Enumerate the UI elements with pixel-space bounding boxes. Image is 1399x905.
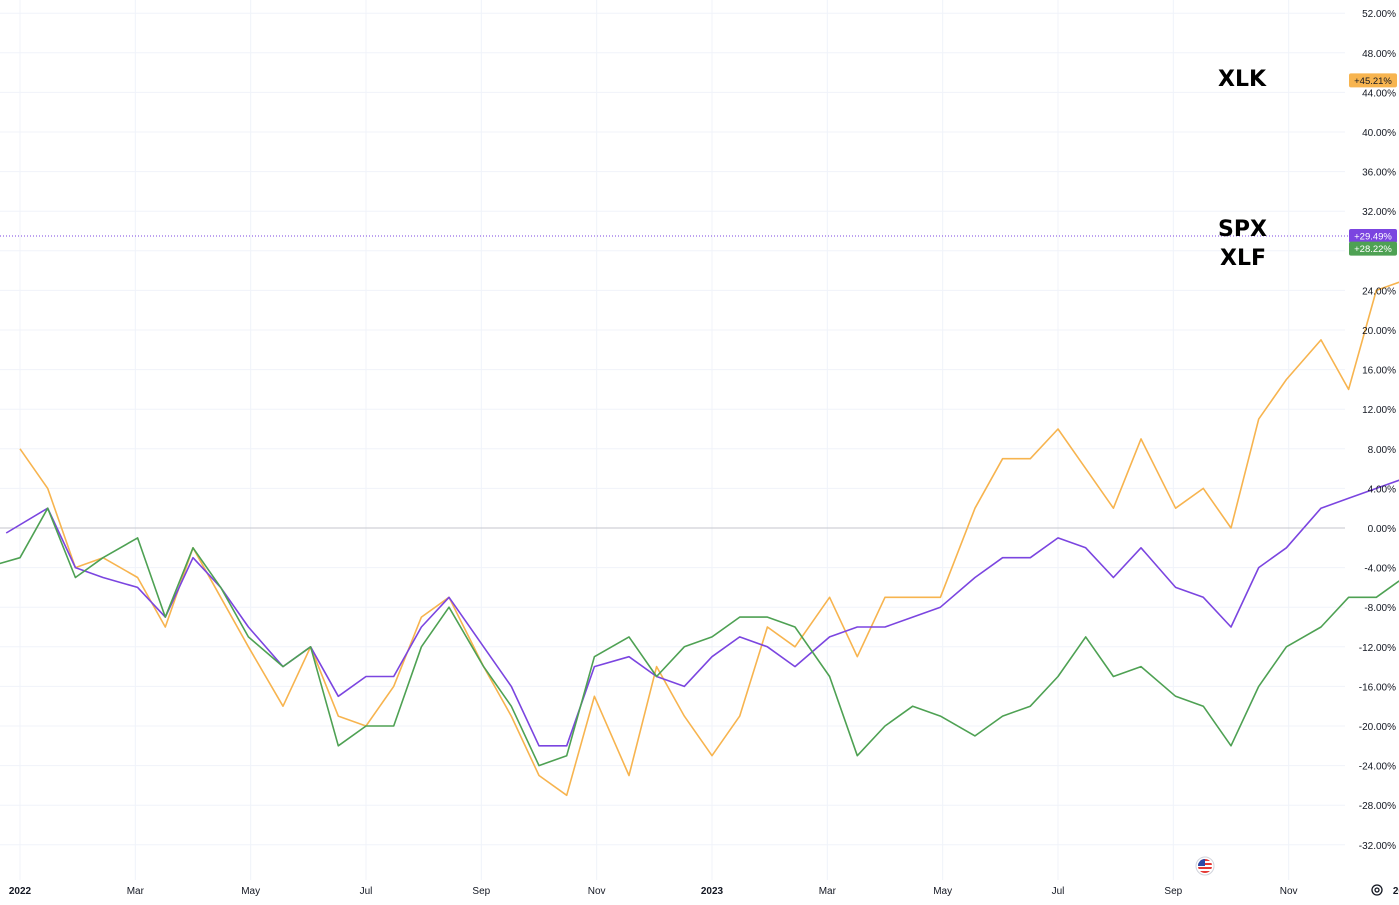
y-tick-label: 32.00% <box>1362 207 1396 218</box>
badge-bg <box>1349 241 1397 256</box>
x-tick-label: Mar <box>819 886 837 897</box>
y-tick-label: 44.00% <box>1362 88 1396 99</box>
x-tick-label: Jul <box>360 886 373 897</box>
us-flag-icon[interactable] <box>1195 856 1215 876</box>
x-tick-label: Sep <box>472 886 490 897</box>
badge-text: +28.22% <box>1354 244 1392 255</box>
last-value-badges: +45.21% +29.49%+28.22% <box>1349 73 1397 256</box>
y-tick-label: 8.00% <box>1368 445 1396 456</box>
last-value-badge-xlf: +28.22% <box>1349 241 1397 256</box>
x-tick-label: May <box>241 886 260 897</box>
y-tick-label: -20.00% <box>1359 722 1396 733</box>
y-tick-label: 40.00% <box>1362 128 1396 139</box>
series-line-xlk[interactable] <box>19 43 1399 797</box>
y-tick-label: -12.00% <box>1359 643 1396 654</box>
x-tick-label: May <box>933 886 952 897</box>
series-label-xlf: XLF <box>1220 246 1266 271</box>
last-value-badge-spx: +29.49% <box>1349 229 1397 244</box>
y-tick-label: 36.00% <box>1362 168 1396 179</box>
x-tick-label: Jul <box>1052 886 1065 897</box>
x-tick-label: Nov <box>1280 886 1298 897</box>
y-tick-label: 0.00% <box>1368 524 1396 535</box>
y-tick-label: -16.00% <box>1359 682 1396 693</box>
badge-text: +29.49% <box>1354 232 1392 243</box>
badge-bg <box>1349 73 1397 88</box>
series-line-spx[interactable] <box>5 211 1399 747</box>
x-tick-label: Mar <box>127 886 145 897</box>
y-tick-label: -32.00% <box>1359 841 1396 852</box>
settings-icon[interactable] <box>1371 884 1383 896</box>
series-group <box>0 43 1399 797</box>
y-tick-label: 20.00% <box>1362 326 1396 337</box>
x-tick-label: 2022 <box>9 886 32 897</box>
x-tick-label: 2023 <box>701 886 724 897</box>
x-tick-label: Sep <box>1164 886 1182 897</box>
last-value-badge-xlk: +45.21% <box>1349 73 1397 88</box>
y-tick-label: 12.00% <box>1362 405 1396 416</box>
badge-bg <box>1349 229 1397 244</box>
y-tick-label: 16.00% <box>1362 366 1396 377</box>
series-label-xlk: XLK <box>1218 67 1267 92</box>
grid <box>0 0 1345 880</box>
y-tick-label: 4.00% <box>1368 484 1396 495</box>
y-tick-label: 48.00% <box>1362 49 1396 60</box>
y-tick-label: 52.00% <box>1362 9 1396 20</box>
y-axis-labels: 52.00%48.00%44.00%40.00%36.00%32.00%28.0… <box>1359 9 1396 852</box>
series-label-spx: SPX <box>1218 217 1267 242</box>
x-axis-labels: 2022 Mar May Jul Sep Nov 2023 Mar May Jul Sep Nov 20… <box>9 886 1399 897</box>
y-tick-label: -28.00% <box>1359 801 1396 812</box>
y-tick-label: 24.00% <box>1362 286 1396 297</box>
y-tick-label: -8.00% <box>1364 603 1396 614</box>
series-line-xlf[interactable] <box>0 241 1399 767</box>
x-tick-label: Nov <box>588 886 606 897</box>
badge-text: +45.21% <box>1354 76 1392 87</box>
y-tick-label: -24.00% <box>1359 762 1396 773</box>
x-tick-label: 2024 <box>1393 886 1399 897</box>
y-tick-label: -4.00% <box>1364 564 1396 575</box>
